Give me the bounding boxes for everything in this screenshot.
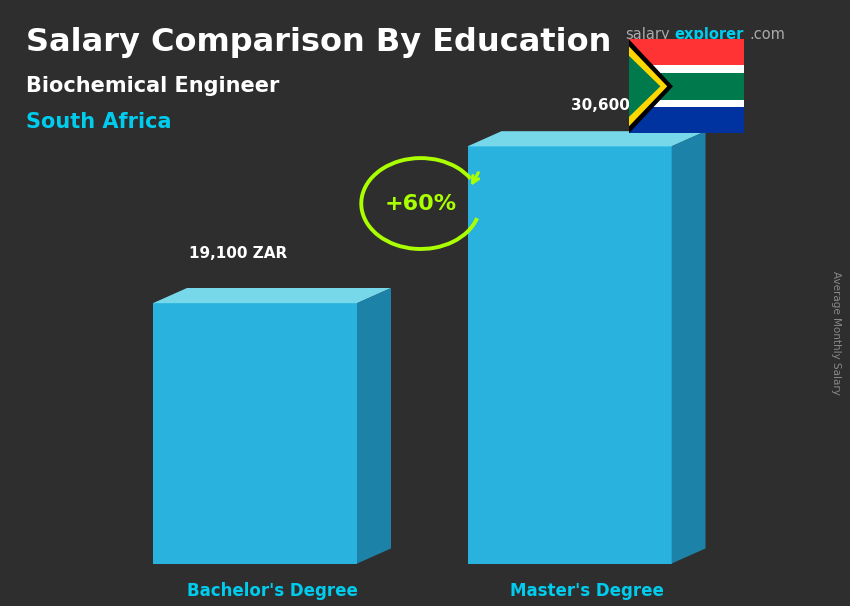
Text: Salary Comparison By Education: Salary Comparison By Education bbox=[26, 27, 611, 58]
Text: Bachelor's Degree: Bachelor's Degree bbox=[186, 582, 358, 600]
Polygon shape bbox=[357, 288, 391, 564]
Text: 30,600 ZAR: 30,600 ZAR bbox=[571, 98, 670, 113]
Bar bbox=[629, 39, 744, 71]
Text: 19,100 ZAR: 19,100 ZAR bbox=[189, 245, 287, 261]
Polygon shape bbox=[629, 39, 673, 133]
Text: Master's Degree: Master's Degree bbox=[509, 582, 664, 600]
Polygon shape bbox=[153, 288, 391, 303]
Text: salary: salary bbox=[625, 27, 670, 42]
Text: South Africa: South Africa bbox=[26, 112, 171, 132]
Text: .com: .com bbox=[750, 27, 785, 42]
Bar bbox=[468, 147, 672, 564]
Polygon shape bbox=[629, 47, 667, 126]
Polygon shape bbox=[629, 56, 660, 117]
Text: +60%: +60% bbox=[385, 193, 456, 213]
Text: explorer: explorer bbox=[674, 27, 744, 42]
Bar bbox=[629, 102, 744, 133]
Polygon shape bbox=[468, 132, 706, 147]
Text: Biochemical Engineer: Biochemical Engineer bbox=[26, 76, 279, 96]
Text: Average Monthly Salary: Average Monthly Salary bbox=[830, 271, 841, 395]
Bar bbox=[629, 65, 744, 107]
Bar bbox=[153, 303, 357, 564]
Polygon shape bbox=[672, 132, 705, 564]
Bar bbox=[629, 73, 744, 99]
